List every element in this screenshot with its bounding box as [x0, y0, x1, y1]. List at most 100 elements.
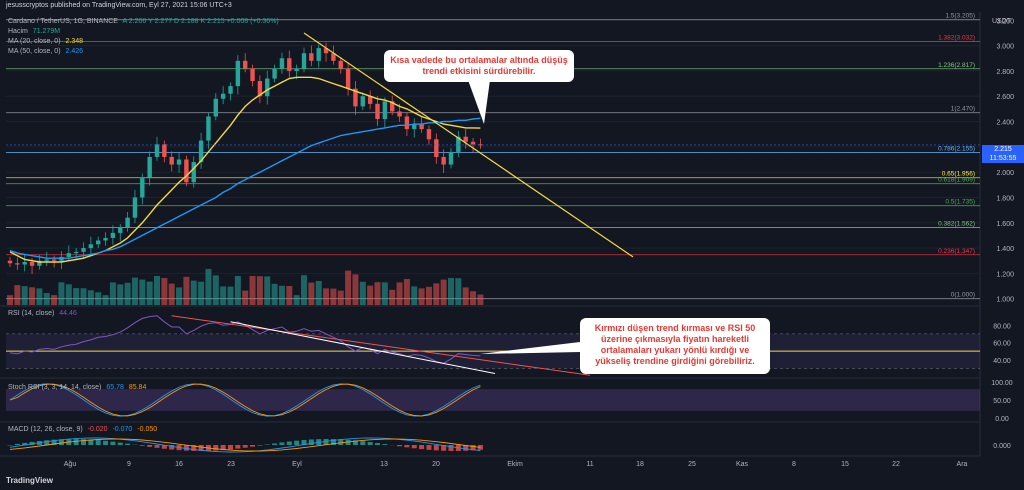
macd-hist-bar: [147, 445, 153, 447]
volume-bar: [176, 287, 183, 305]
stoch-d-value: 85.84: [128, 384, 147, 391]
rsi-callout-pointer: [480, 342, 580, 354]
price-tick-label: 1.800: [996, 195, 1014, 202]
time-tick-label: Eyl: [292, 461, 302, 468]
volume-bar: [293, 295, 300, 305]
stoch-tick-label: 0.00: [995, 416, 1009, 423]
price-tick-label: 1.400: [996, 246, 1014, 253]
time-tick-label: Ekim: [507, 461, 523, 468]
candle-body: [375, 103, 380, 120]
candle-body: [360, 96, 365, 107]
candle-body: [243, 60, 248, 69]
macd-hist-bar: [360, 441, 366, 445]
macd-hist-value: -0.020: [87, 426, 108, 433]
volume-bar: [462, 287, 469, 305]
candle-body: [220, 93, 226, 99]
volume-bar: [271, 283, 278, 305]
macd-hist-bar: [301, 439, 307, 445]
macd-hist-bar: [117, 442, 123, 445]
candle-body: [331, 53, 336, 61]
fib-level-label: 0.786(2.155): [938, 146, 975, 153]
rsi-white-trendline: [230, 321, 496, 375]
macd-legend[interactable]: MACD (12, 26, close, 9) -0.020 -0.070 -0…: [8, 426, 160, 433]
footer-bar: [0, 474, 1024, 490]
volume-bar: [418, 288, 425, 305]
currency-text: USDT: [992, 18, 1012, 25]
price-tag-value: 2.215: [994, 146, 1012, 153]
macd-hist-bar: [103, 440, 109, 445]
candle-body: [29, 261, 35, 266]
ma20-legend[interactable]: MA (20, close, 0) 2.348: [8, 38, 86, 45]
volume-bar: [337, 290, 344, 305]
macd-hist-bar: [470, 445, 476, 451]
price-tick-label: 2.000: [996, 170, 1014, 177]
volume-bar: [14, 285, 21, 305]
tradingview-logo[interactable]: TradingView: [6, 476, 53, 485]
ohlc-values: A 2.206 Y 2.277 D 2.188 K 2.215 +0.008 (…: [122, 18, 279, 25]
volume-label: Hacim: [8, 28, 28, 35]
macd-hist-bar: [7, 445, 13, 446]
macd-hist-bar: [95, 440, 101, 445]
candle-body: [191, 162, 196, 183]
rsi-tick-label: 60.00: [993, 341, 1011, 348]
candle-body: [44, 259, 49, 261]
stoch-d-line: [9, 383, 481, 417]
candle-body: [301, 53, 307, 69]
candle-body: [206, 116, 211, 141]
callout-rsi: Kırmızı düşen trend kırması ve RSI 50 üz…: [580, 318, 770, 374]
candle-body: [257, 81, 263, 97]
candle-body: [441, 156, 446, 165]
macd-hist-bar: [426, 445, 432, 450]
macd-hist-bar: [375, 443, 380, 445]
macd-hist-bar: [286, 441, 292, 445]
candle-body: [272, 68, 277, 79]
volume-bar: [80, 288, 87, 305]
rsi-legend[interactable]: RSI (14, close) 44.46: [8, 310, 80, 317]
macd-hist-bar: [191, 445, 197, 451]
macd-hist-bar: [294, 440, 300, 445]
candle-body: [110, 232, 116, 238]
macd-hist-bar: [441, 445, 447, 451]
macd-hist-bar: [73, 439, 79, 445]
volume-bar: [315, 281, 322, 305]
callout-pointer: [468, 80, 490, 124]
macd-hist-bar: [448, 445, 454, 451]
candle-body: [404, 116, 410, 130]
candle-body: [81, 248, 86, 252]
macd-hist-bar: [14, 443, 20, 445]
volume-bar: [374, 282, 381, 305]
volume-bar: [411, 286, 418, 305]
symbol-legend[interactable]: Cardano / TetherUS, 1G, BINANCE A 2.206 …: [8, 18, 282, 25]
time-tick-label: 25: [688, 461, 696, 468]
ma50-legend[interactable]: MA (50, close, 0) 2.426: [8, 48, 86, 55]
time-tick-label: 13: [380, 461, 388, 468]
volume-bar: [87, 290, 94, 305]
volume-bar: [381, 282, 388, 305]
time-tick-label: 23: [227, 461, 235, 468]
candle-body: [37, 260, 42, 266]
candle-body: [265, 78, 270, 97]
price-tick-label: 3.000: [996, 44, 1014, 51]
volume-bar: [183, 276, 190, 305]
macd-hist-bar: [81, 439, 86, 445]
volume-bar: [29, 287, 36, 305]
candle-body: [235, 60, 241, 87]
stoch-band: [6, 389, 980, 411]
tradingview-brand-text: TradingView: [6, 476, 53, 485]
fib-level-label: 0.618(1.909): [938, 177, 975, 184]
macd-hist-bar: [345, 439, 351, 445]
time-tick-label: 18: [636, 461, 644, 468]
symbol-name: Cardano / TetherUS, 1G, BINANCE: [8, 18, 118, 25]
volume-legend[interactable]: Hacim 71.279M: [8, 28, 63, 35]
macd-hist-bar: [250, 445, 256, 447]
volume-bar: [352, 274, 359, 305]
volume-bar: [403, 279, 410, 305]
volume-bar: [95, 292, 102, 305]
candle-body: [88, 244, 94, 249]
stoch-legend[interactable]: Stoch RSI (3, 3, 14, 14, close) 65.78 85…: [8, 384, 149, 391]
macd-hist-bar: [242, 445, 248, 448]
callout-top: Kısa vadede bu ortalamalar altında düşüş…: [384, 50, 574, 82]
volume-bar: [256, 276, 263, 305]
volume-bar: [139, 279, 146, 305]
